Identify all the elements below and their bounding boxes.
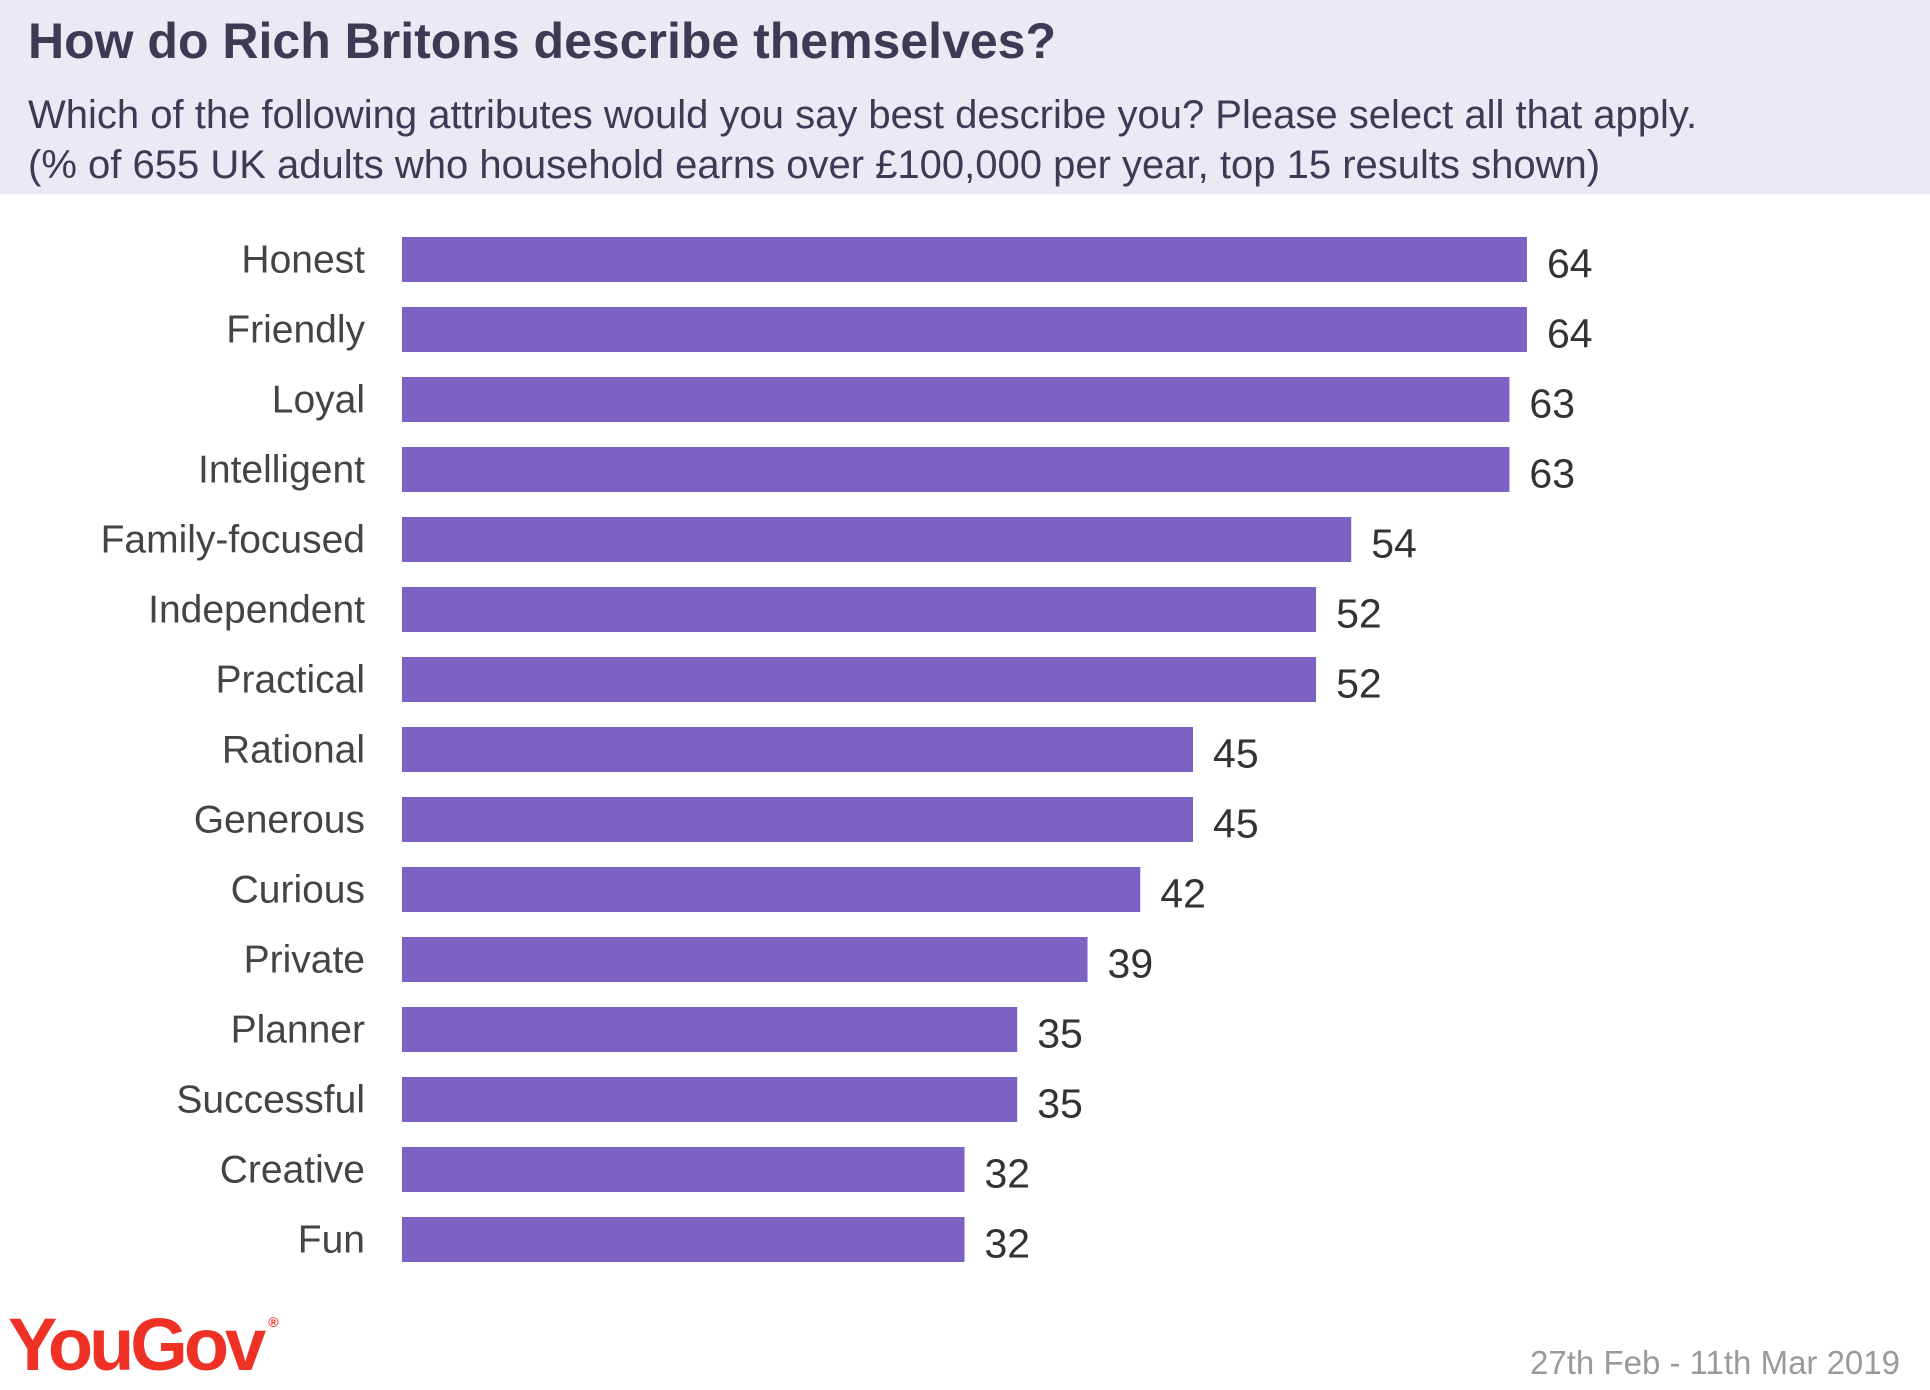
logo-text: YouGov — [8, 1303, 266, 1386]
bar-loyal — [402, 377, 1510, 422]
value-label: 32 — [985, 1221, 1031, 1267]
category-label: Curious — [231, 869, 365, 912]
value-label: 63 — [1529, 451, 1575, 497]
category-label: Friendly — [226, 309, 365, 352]
category-label: Family-focused — [101, 519, 365, 562]
category-label: Loyal — [272, 379, 365, 422]
value-label: 32 — [985, 1151, 1031, 1197]
category-label: Rational — [222, 729, 365, 772]
chart-header: How do Rich Britons describe themselves?… — [0, 0, 1930, 194]
value-label: 52 — [1336, 591, 1382, 637]
value-label: 64 — [1547, 311, 1593, 357]
subtitle-line-1: Which of the following attributes would … — [28, 93, 1698, 137]
value-label: 39 — [1108, 941, 1154, 987]
category-label: Fun — [298, 1219, 365, 1262]
category-label: Private — [244, 939, 365, 982]
yougov-logo: YouGov ® — [8, 1302, 279, 1387]
bar-generous — [402, 797, 1194, 842]
category-label: Planner — [231, 1009, 365, 1052]
category-label: Practical — [215, 659, 365, 702]
value-label: 64 — [1547, 241, 1593, 287]
value-label: 42 — [1160, 871, 1206, 917]
bar-rational — [402, 727, 1194, 772]
bar-honest — [402, 237, 1527, 282]
bar-family-focused — [402, 517, 1352, 562]
category-label: Successful — [176, 1079, 365, 1122]
value-label: 63 — [1529, 381, 1575, 427]
bar-successful — [402, 1077, 1018, 1122]
category-label: Honest — [241, 239, 365, 282]
chart-subtitle: Which of the following attributes would … — [28, 90, 1697, 190]
value-label: 54 — [1371, 521, 1417, 567]
value-label: 35 — [1037, 1011, 1083, 1057]
category-label: Generous — [194, 799, 365, 842]
bar-fun — [402, 1217, 965, 1262]
bar-independent — [402, 587, 1317, 632]
bar-planner — [402, 1007, 1018, 1052]
value-label: 45 — [1213, 731, 1259, 777]
registered-mark-icon: ® — [268, 1314, 279, 1330]
bar-chart: Honest 64 Friendly 64 Loyal 63 Intelligent 63 Fa… — [101, 237, 1593, 1267]
bar-curious — [402, 867, 1141, 912]
date-range: 27th Feb - 11th Mar 2019 — [1530, 1344, 1900, 1381]
bar-practical — [402, 657, 1317, 702]
subtitle-line-2: (% of 655 UK adults who household earns … — [28, 143, 1601, 187]
category-label: Independent — [148, 589, 365, 632]
bar-private — [402, 937, 1088, 982]
bar-creative — [402, 1147, 965, 1192]
value-label: 45 — [1213, 801, 1259, 847]
value-label: 35 — [1037, 1081, 1083, 1127]
chart-title: How do Rich Britons describe themselves? — [28, 13, 1057, 69]
value-label: 52 — [1336, 661, 1382, 707]
bar-intelligent — [402, 447, 1510, 492]
category-label: Intelligent — [198, 449, 365, 492]
bar-friendly — [402, 307, 1527, 352]
category-label: Creative — [220, 1149, 365, 1192]
